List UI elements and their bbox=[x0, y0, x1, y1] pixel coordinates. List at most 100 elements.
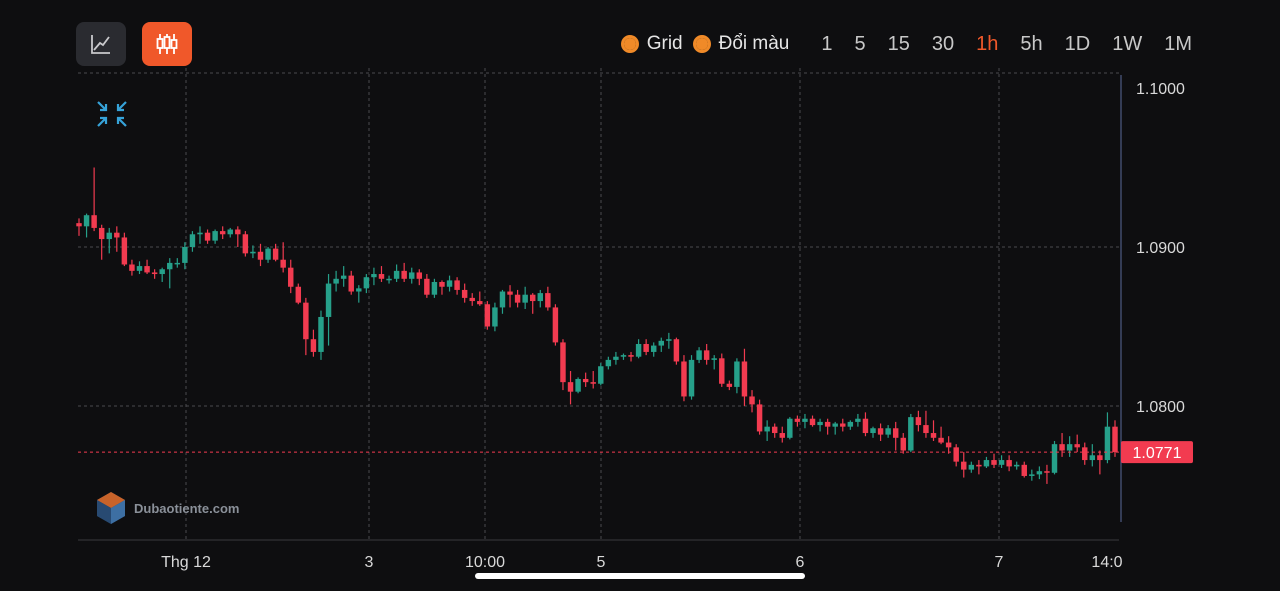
candle bbox=[401, 262, 407, 282]
candle-body bbox=[371, 274, 377, 278]
candle-body bbox=[257, 251, 264, 260]
candle-body bbox=[1112, 426, 1118, 453]
interval-1d[interactable]: 1D bbox=[1064, 32, 1091, 55]
candle bbox=[734, 358, 740, 394]
candle bbox=[106, 227, 112, 254]
candle bbox=[439, 280, 445, 295]
candle-body bbox=[182, 247, 188, 263]
candle-body bbox=[461, 289, 468, 298]
candle bbox=[741, 348, 748, 406]
candle-body bbox=[280, 259, 286, 268]
candle-body bbox=[643, 343, 649, 352]
candle-body bbox=[250, 251, 256, 254]
candle bbox=[98, 224, 105, 260]
candle-body bbox=[318, 316, 324, 352]
candle-body bbox=[393, 270, 400, 279]
candle bbox=[431, 278, 438, 298]
candle bbox=[991, 453, 997, 469]
interval-5m[interactable]: 5 bbox=[854, 32, 866, 55]
candle bbox=[507, 285, 513, 308]
candle bbox=[582, 372, 589, 387]
candle-body bbox=[862, 418, 869, 434]
candle-body bbox=[446, 280, 453, 287]
candle bbox=[167, 258, 173, 289]
x-tick-label: 3 bbox=[365, 554, 374, 571]
candle bbox=[1021, 461, 1027, 478]
candle bbox=[424, 274, 430, 298]
candle-body bbox=[582, 378, 589, 383]
candle-body bbox=[741, 361, 748, 397]
candle-body bbox=[673, 339, 680, 362]
interval-15m[interactable]: 15 bbox=[887, 32, 910, 55]
candle bbox=[787, 417, 793, 440]
interval-30m[interactable]: 30 bbox=[931, 32, 955, 55]
candlestick-chart-button[interactable] bbox=[142, 22, 192, 66]
candle bbox=[409, 267, 415, 284]
candle bbox=[817, 418, 823, 432]
candle-body bbox=[386, 278, 392, 281]
watermark-text: Dubaotiente.com bbox=[134, 500, 240, 516]
candle-body bbox=[991, 460, 997, 465]
x-tick-label: 10:00 bbox=[465, 554, 505, 571]
candle bbox=[567, 371, 574, 405]
candle-body bbox=[265, 248, 271, 260]
candle-body bbox=[121, 237, 128, 265]
candle-body bbox=[658, 340, 664, 346]
candle bbox=[900, 433, 906, 454]
candle-body bbox=[114, 232, 120, 238]
candle bbox=[1013, 461, 1020, 470]
candle-body bbox=[938, 437, 944, 443]
interval-1m[interactable]: 1 bbox=[821, 32, 833, 55]
collapse-icon[interactable] bbox=[97, 101, 127, 127]
candle-body bbox=[401, 270, 407, 279]
candle bbox=[673, 337, 680, 365]
candle bbox=[938, 426, 944, 445]
candle bbox=[1066, 436, 1073, 457]
candle bbox=[719, 353, 725, 387]
candle-body bbox=[832, 423, 838, 427]
candle bbox=[575, 377, 581, 394]
candle bbox=[794, 415, 801, 427]
interval-1h[interactable]: 1h bbox=[976, 32, 999, 55]
candle-body bbox=[1021, 464, 1027, 476]
candle bbox=[870, 426, 876, 438]
candle-body bbox=[1066, 444, 1073, 451]
candle-body bbox=[961, 461, 967, 470]
interval-5h[interactable]: 5h bbox=[1020, 32, 1043, 55]
candle-body bbox=[681, 361, 687, 397]
candle bbox=[393, 264, 400, 282]
candle-body bbox=[1074, 444, 1080, 448]
candle-body bbox=[325, 283, 332, 317]
candle-body bbox=[272, 248, 279, 260]
candle bbox=[446, 275, 453, 292]
candle-body bbox=[908, 417, 914, 451]
candle bbox=[658, 337, 664, 352]
grid-toggle[interactable]: Grid bbox=[620, 33, 683, 55]
candle bbox=[681, 355, 687, 402]
candle bbox=[227, 227, 233, 238]
interval-1w[interactable]: 1W bbox=[1112, 32, 1143, 55]
candle-body bbox=[167, 262, 173, 270]
grid-toggle-label: Grid bbox=[646, 33, 683, 54]
line-chart-button[interactable] bbox=[76, 22, 126, 66]
candle-body bbox=[703, 350, 710, 360]
candle-body bbox=[840, 423, 846, 427]
candle-body bbox=[235, 229, 241, 235]
interval-1mo[interactable]: 1M bbox=[1164, 32, 1192, 55]
candle-body bbox=[83, 215, 90, 227]
candle bbox=[371, 267, 377, 286]
candle-body bbox=[522, 294, 528, 303]
candle-body bbox=[719, 358, 725, 384]
candle bbox=[756, 399, 763, 435]
candle-body bbox=[567, 382, 574, 392]
candle-body bbox=[91, 215, 97, 228]
candle bbox=[552, 304, 559, 346]
candle bbox=[711, 355, 717, 370]
change-color-toggle[interactable]: Đổi màu bbox=[692, 33, 789, 55]
candle bbox=[545, 286, 551, 311]
candle-body bbox=[1097, 455, 1103, 461]
candle-body bbox=[303, 302, 309, 340]
candle-body bbox=[696, 350, 702, 360]
candle bbox=[749, 390, 755, 413]
